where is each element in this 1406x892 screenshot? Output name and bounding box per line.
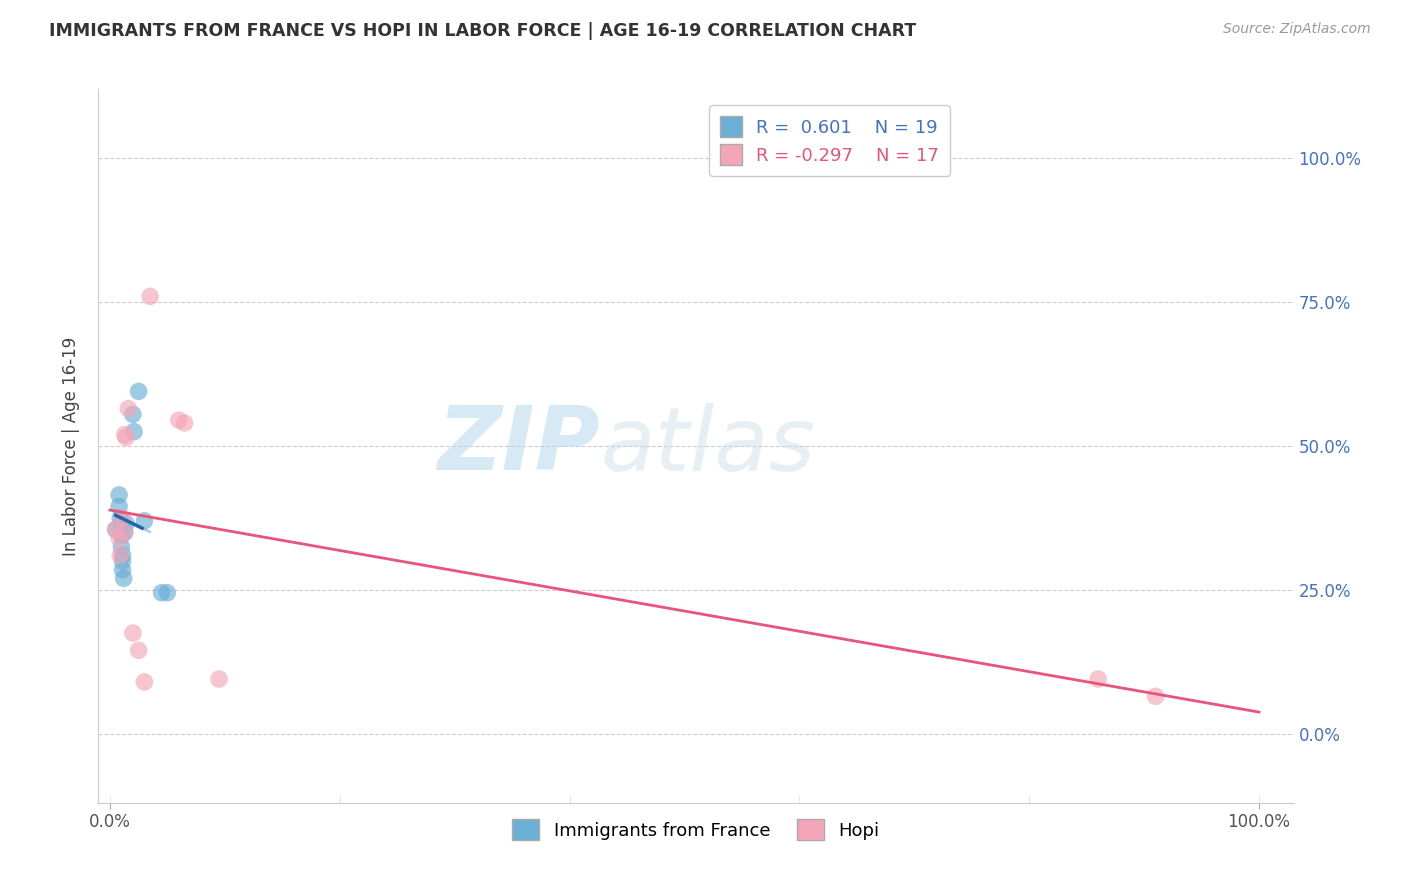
Point [108,488,131,502]
Point [139,289,162,303]
Point [117,401,139,416]
Point [1144,690,1167,704]
Point [110,511,132,525]
Point [173,416,195,430]
Point [114,427,136,442]
Text: IMMIGRANTS FROM FRANCE VS HOPI IN LABOR FORCE | AGE 16-19 CORRELATION CHART: IMMIGRANTS FROM FRANCE VS HOPI IN LABOR … [49,22,917,40]
Point [122,425,145,439]
Point [104,523,127,537]
Point [112,571,135,585]
Point [208,672,231,686]
Point [110,528,132,542]
Legend: Immigrants from France, Hopi: Immigrants from France, Hopi [505,812,887,847]
Point [108,500,131,514]
Point [104,523,127,537]
Y-axis label: In Labor Force | Age 16-19: In Labor Force | Age 16-19 [62,336,80,556]
Point [110,516,132,531]
Point [128,643,150,657]
Point [111,549,134,563]
Point [167,413,190,427]
Point [115,430,138,444]
Point [122,408,145,422]
Point [134,514,156,528]
Text: atlas: atlas [600,403,815,489]
Point [156,586,179,600]
Point [115,516,138,531]
Point [111,563,134,577]
Point [150,586,173,600]
Text: ZIP: ZIP [437,402,600,490]
Point [111,511,134,525]
Point [1087,672,1109,686]
Text: Source: ZipAtlas.com: Source: ZipAtlas.com [1223,22,1371,37]
Point [128,384,150,399]
Point [122,626,145,640]
Point [108,531,131,545]
Point [114,525,136,540]
Point [134,675,156,690]
Point [111,554,134,568]
Point [110,549,132,563]
Point [112,525,135,540]
Point [110,540,132,554]
